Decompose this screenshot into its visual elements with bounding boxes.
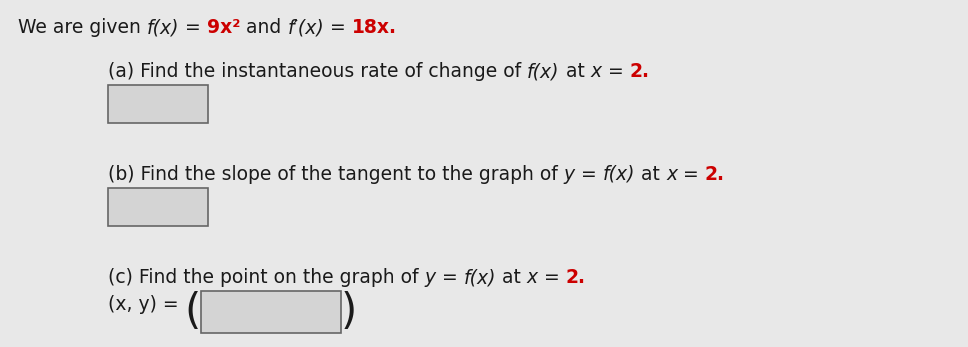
Text: =: = bbox=[575, 165, 603, 184]
Text: and: and bbox=[240, 18, 287, 37]
Text: 2.: 2. bbox=[565, 268, 586, 287]
Bar bbox=[108, 85, 208, 123]
Text: =: = bbox=[179, 18, 207, 37]
Text: f(x): f(x) bbox=[147, 18, 179, 37]
Text: 9x²: 9x² bbox=[207, 18, 240, 37]
Text: at: at bbox=[635, 165, 666, 184]
Text: =: = bbox=[602, 62, 629, 81]
Text: (: ( bbox=[185, 291, 201, 333]
Text: (x, y) =: (x, y) = bbox=[108, 295, 185, 314]
Text: (a) Find the instantaneous rate of change of: (a) Find the instantaneous rate of chang… bbox=[108, 62, 528, 81]
Text: f(x): f(x) bbox=[603, 165, 635, 184]
Text: y: y bbox=[425, 268, 436, 287]
Text: f(x): f(x) bbox=[464, 268, 496, 287]
Text: x: x bbox=[666, 165, 678, 184]
Bar bbox=[201, 291, 341, 333]
Text: (c) Find the point on the graph of: (c) Find the point on the graph of bbox=[108, 268, 425, 287]
Text: at: at bbox=[496, 268, 527, 287]
Text: =: = bbox=[324, 18, 352, 37]
Text: We are given: We are given bbox=[18, 18, 147, 37]
Text: f(x): f(x) bbox=[528, 62, 560, 81]
Text: =: = bbox=[538, 268, 565, 287]
Text: x: x bbox=[527, 268, 538, 287]
Bar bbox=[108, 188, 208, 226]
Text: y: y bbox=[563, 165, 575, 184]
Text: (b) Find the slope of the tangent to the graph of: (b) Find the slope of the tangent to the… bbox=[108, 165, 563, 184]
Text: ): ) bbox=[341, 291, 357, 333]
Text: 2.: 2. bbox=[629, 62, 650, 81]
Text: 2.: 2. bbox=[705, 165, 725, 184]
Text: =: = bbox=[436, 268, 464, 287]
Text: f′(x): f′(x) bbox=[287, 18, 324, 37]
Text: =: = bbox=[678, 165, 705, 184]
Text: at: at bbox=[560, 62, 590, 81]
Text: x: x bbox=[590, 62, 602, 81]
Text: 18x.: 18x. bbox=[352, 18, 397, 37]
